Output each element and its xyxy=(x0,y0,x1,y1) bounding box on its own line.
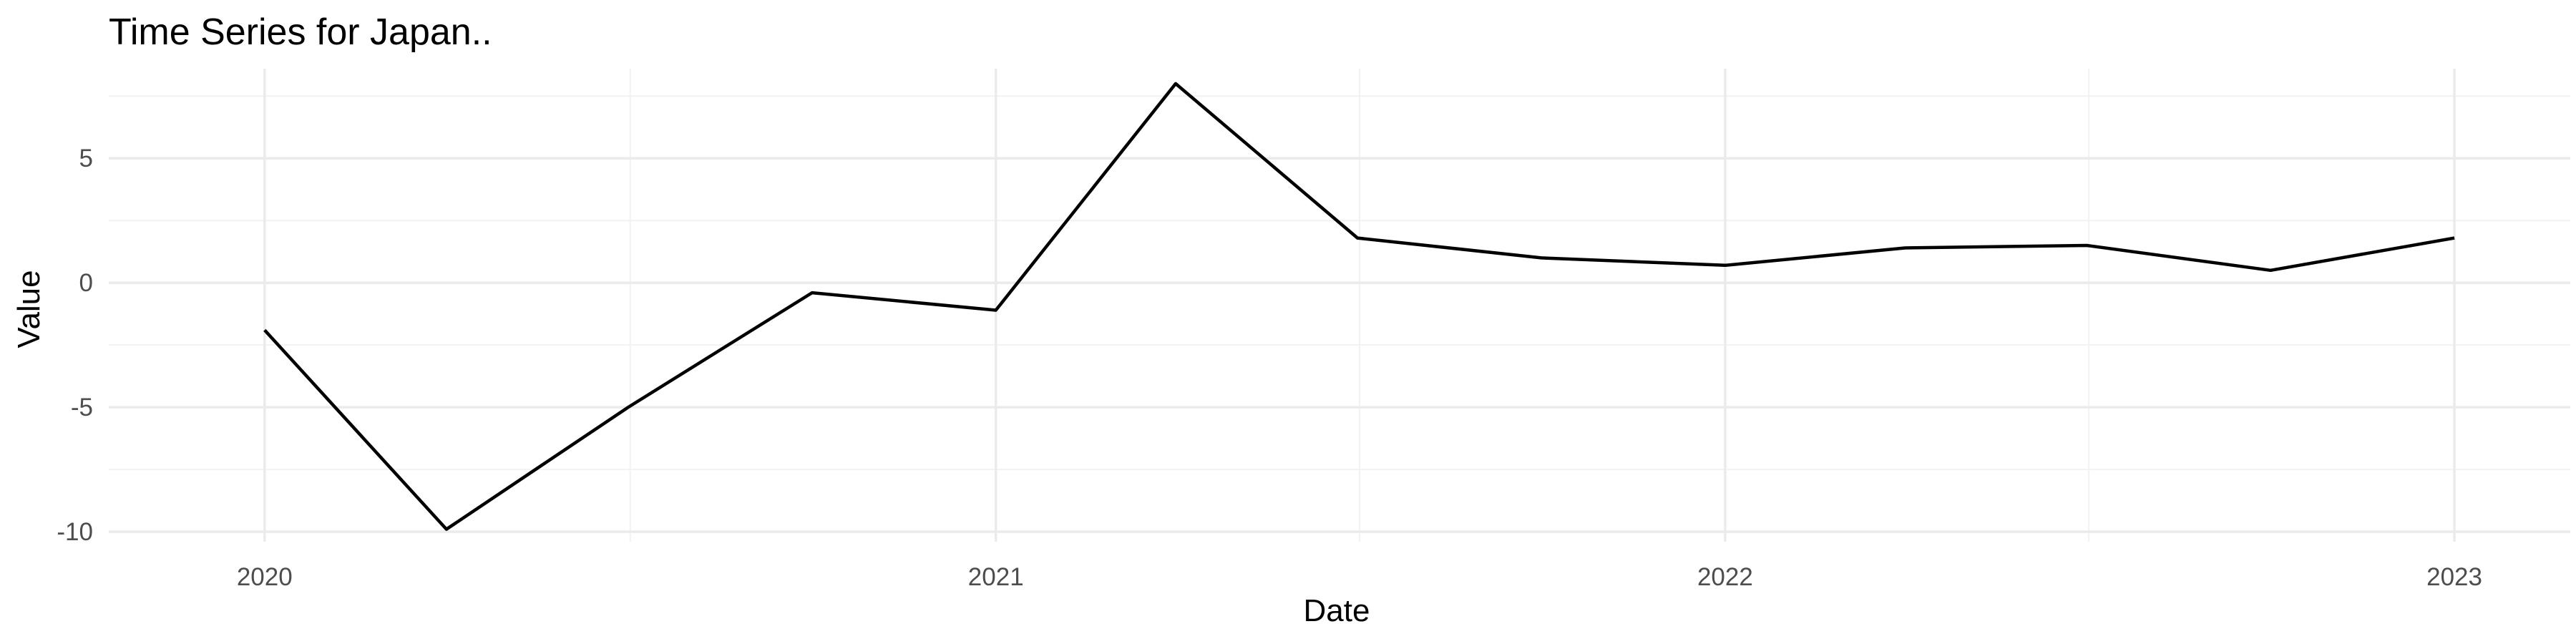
series-group xyxy=(263,82,2455,531)
x-tick-label: 2021 xyxy=(968,563,1024,591)
y-tick-label: -5 xyxy=(71,394,93,421)
chart-title: Time Series for Japan.. xyxy=(109,11,492,53)
y-tick-label: 5 xyxy=(79,145,93,172)
y-tick-label: -10 xyxy=(57,518,93,546)
x-tick-label: 2023 xyxy=(2426,563,2482,591)
tick-labels: -10 -5 0 5 2020 2021 2022 2023 xyxy=(57,145,2482,591)
y-axis-title: Value xyxy=(11,270,47,348)
x-axis-title: Date xyxy=(1304,593,1370,628)
y-tick-label: 0 xyxy=(79,269,93,297)
series-line xyxy=(263,82,2455,531)
x-tick-label: 2022 xyxy=(1697,563,1753,591)
x-tick-label: 2020 xyxy=(237,563,293,591)
grid xyxy=(109,69,2570,542)
